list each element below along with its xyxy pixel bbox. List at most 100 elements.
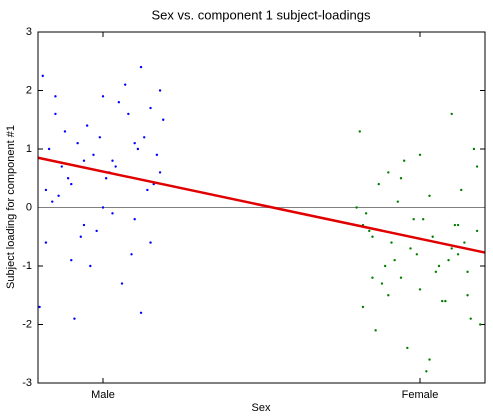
point <box>95 229 98 233</box>
point <box>162 118 165 121</box>
point <box>101 95 105 98</box>
point <box>409 247 412 250</box>
point <box>73 317 76 320</box>
x-tick-label: Male <box>91 389 115 401</box>
point <box>70 258 73 262</box>
point <box>104 177 108 180</box>
point <box>441 299 444 303</box>
point <box>479 323 482 326</box>
point <box>475 165 479 168</box>
point <box>466 270 469 274</box>
point <box>399 177 403 180</box>
point <box>54 112 57 116</box>
point <box>101 206 105 209</box>
point <box>92 153 95 157</box>
fit-line <box>37 156 486 254</box>
point <box>85 124 89 127</box>
y-tick-label: 2 <box>26 84 32 96</box>
point <box>364 212 368 215</box>
point <box>358 130 361 133</box>
point <box>143 136 146 139</box>
point <box>66 177 70 180</box>
x-tick-label: Female <box>402 389 439 401</box>
point <box>415 253 419 256</box>
point <box>355 206 358 209</box>
point <box>149 241 152 244</box>
y-axis-label: Subject loading for component #1 <box>5 125 17 289</box>
point <box>76 141 79 145</box>
point <box>437 264 441 268</box>
point <box>434 270 438 274</box>
point <box>111 159 114 162</box>
point <box>447 258 450 262</box>
point <box>133 141 136 145</box>
point <box>390 241 393 244</box>
point <box>149 106 152 110</box>
point <box>450 247 453 250</box>
point <box>114 165 117 168</box>
point <box>475 229 479 233</box>
point <box>380 282 384 285</box>
point <box>117 101 121 104</box>
point <box>146 188 149 192</box>
point <box>158 171 162 174</box>
point <box>44 188 48 192</box>
y-tick-label: 1 <box>26 143 32 155</box>
point <box>127 112 130 116</box>
point <box>51 200 54 203</box>
y-tick-label: -3 <box>22 377 32 389</box>
point <box>374 329 377 332</box>
y-tick-label: -1 <box>22 260 32 272</box>
point <box>456 253 460 256</box>
y-tick-label: 0 <box>26 201 32 213</box>
point <box>450 112 453 116</box>
x-axis-label: Sex <box>252 402 271 414</box>
point <box>428 358 431 361</box>
point <box>444 299 447 303</box>
point <box>130 253 133 256</box>
point <box>63 130 67 133</box>
point <box>136 147 140 151</box>
point <box>463 241 466 244</box>
point <box>47 147 51 151</box>
point <box>418 288 422 291</box>
point <box>399 276 403 279</box>
point <box>406 346 409 350</box>
point <box>139 311 143 314</box>
point <box>41 74 44 78</box>
point <box>368 229 371 233</box>
point <box>387 171 390 174</box>
point <box>82 223 86 227</box>
point <box>158 89 162 92</box>
point <box>393 258 396 262</box>
point <box>79 235 82 238</box>
point <box>472 147 476 151</box>
point <box>431 235 434 238</box>
point <box>418 153 422 157</box>
point <box>54 95 57 98</box>
y-tick-label: 3 <box>26 26 32 38</box>
point <box>469 317 472 320</box>
point <box>421 218 425 221</box>
point <box>98 136 102 139</box>
point <box>396 200 400 203</box>
point <box>412 218 415 221</box>
point <box>456 223 460 227</box>
point <box>466 294 469 297</box>
point <box>120 282 124 285</box>
point <box>387 294 390 297</box>
point <box>111 212 114 215</box>
point <box>38 305 41 309</box>
chart-title: Sex vs. component 1 subject-loadings <box>152 7 371 22</box>
point <box>453 223 457 227</box>
point <box>377 182 380 186</box>
point <box>89 264 92 268</box>
point <box>133 218 136 221</box>
y-tick-label: -2 <box>22 318 32 330</box>
plot-frame <box>37 31 486 384</box>
point <box>383 264 387 268</box>
point <box>70 182 73 186</box>
point <box>460 188 463 192</box>
point <box>82 159 86 162</box>
